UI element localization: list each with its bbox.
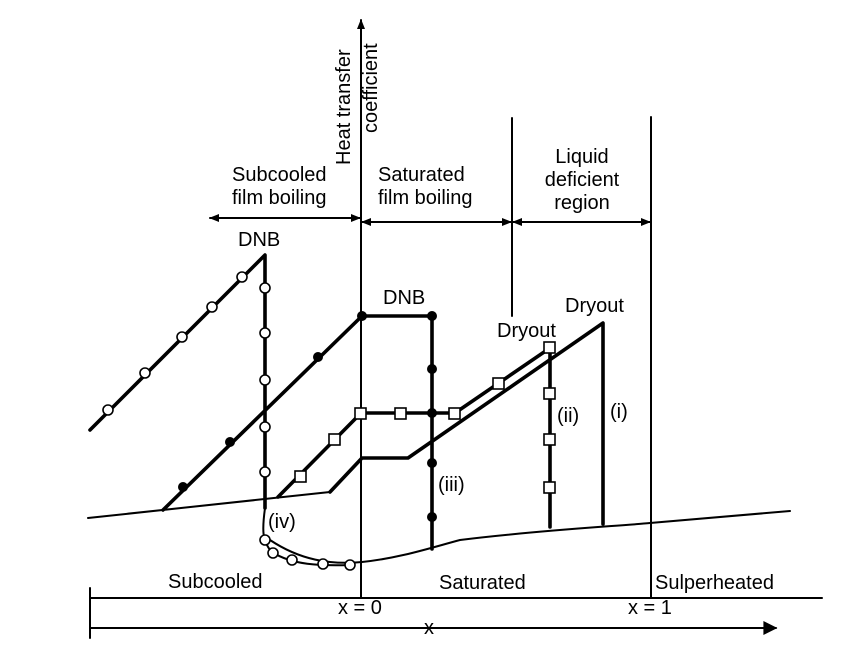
curve-iii-markers bbox=[178, 311, 437, 522]
x-axis-label: x bbox=[424, 617, 434, 639]
dnb-label-1: DNB bbox=[238, 229, 280, 251]
dnb-label-2: DNB bbox=[383, 287, 425, 309]
square-marker bbox=[543, 481, 556, 494]
liquid-deficient-label-line2: deficient bbox=[545, 169, 620, 191]
x-one-label: x = 1 bbox=[628, 597, 672, 619]
subcooled-film-label-line1: Subcooled bbox=[232, 164, 327, 186]
open-circle-marker bbox=[259, 327, 271, 339]
curve-ii-markers bbox=[294, 341, 556, 494]
filled-circle-marker bbox=[225, 437, 235, 447]
curve-ii-label: (ii) bbox=[557, 405, 579, 427]
y-axis-label-line2: coefficient bbox=[360, 43, 382, 133]
y-axis-label-line1: Heat transfer bbox=[333, 49, 355, 165]
dryout-label-2: Dryout bbox=[565, 295, 624, 317]
open-circle-marker bbox=[176, 331, 188, 343]
open-circle-marker bbox=[286, 554, 298, 566]
square-marker bbox=[543, 433, 556, 446]
open-circle-marker bbox=[236, 271, 248, 283]
subcooled-film-label-line2: film boiling bbox=[232, 187, 326, 209]
open-circle-marker bbox=[317, 558, 329, 570]
filled-circle-marker bbox=[357, 311, 367, 321]
saturated-baseline-curve bbox=[269, 510, 791, 564]
filled-circle-marker bbox=[427, 408, 437, 418]
open-circle-marker bbox=[259, 466, 271, 478]
filled-circle-marker bbox=[427, 458, 437, 468]
dryout-label-1: Dryout bbox=[497, 320, 556, 342]
open-circle-marker bbox=[259, 421, 271, 433]
open-circle-marker bbox=[344, 559, 356, 571]
square-marker bbox=[328, 433, 341, 446]
curve-iv-label: (iv) bbox=[268, 511, 296, 533]
curve-iii-label: (iii) bbox=[438, 474, 465, 496]
zone-saturated-label: Saturated bbox=[439, 572, 526, 594]
curve-iv-markers bbox=[102, 271, 356, 571]
filled-circle-marker bbox=[427, 364, 437, 374]
filled-circle-marker bbox=[427, 512, 437, 522]
open-circle-marker bbox=[206, 301, 218, 313]
curve-iii-line bbox=[161, 314, 434, 551]
open-circle-marker bbox=[259, 534, 271, 546]
curve-iv-line bbox=[88, 253, 267, 510]
square-marker bbox=[394, 407, 407, 420]
square-marker bbox=[294, 470, 307, 483]
square-marker bbox=[543, 387, 556, 400]
filled-circle-marker bbox=[178, 482, 188, 492]
open-circle-marker bbox=[259, 374, 271, 386]
zone-subcooled-label: Subcooled bbox=[168, 571, 263, 593]
filled-circle-marker bbox=[313, 352, 323, 362]
square-marker bbox=[492, 377, 505, 390]
square-marker bbox=[448, 407, 461, 420]
square-marker bbox=[354, 407, 367, 420]
open-circle-marker bbox=[267, 547, 279, 559]
zone-superheated-label: Sulperheated bbox=[655, 572, 774, 594]
open-circle-marker bbox=[102, 404, 114, 416]
liquid-deficient-label-line3: region bbox=[554, 192, 610, 214]
saturated-film-label-line2: film boiling bbox=[378, 187, 472, 209]
curve-i-label: (i) bbox=[610, 401, 628, 423]
filled-circle-marker bbox=[427, 311, 437, 321]
curve-ii-line bbox=[276, 346, 552, 529]
liquid-deficient-label-line1: Liquid bbox=[555, 146, 608, 168]
curve-i-line bbox=[328, 321, 605, 526]
saturated-film-label-line1: Saturated bbox=[378, 164, 465, 186]
open-circle-marker bbox=[259, 282, 271, 294]
square-marker bbox=[543, 341, 556, 354]
single-phase-baseline-curve bbox=[87, 491, 331, 519]
x-zero-label: x = 0 bbox=[338, 597, 382, 619]
open-circle-marker bbox=[139, 367, 151, 379]
